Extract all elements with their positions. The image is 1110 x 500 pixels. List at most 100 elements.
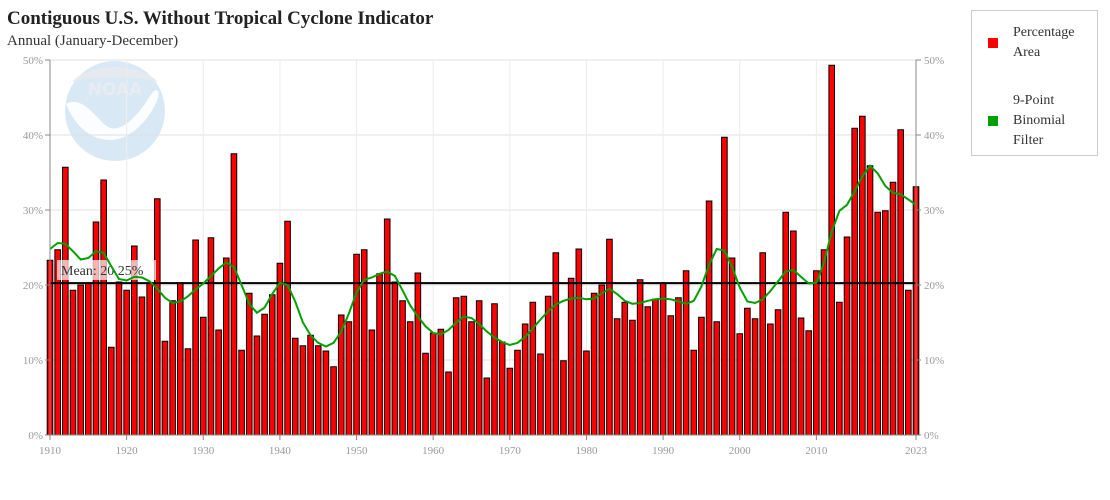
bar[interactable]	[874, 211, 881, 436]
bar[interactable]	[744, 307, 751, 436]
bar[interactable]	[690, 349, 698, 436]
bar[interactable]	[376, 273, 383, 436]
bar[interactable]	[797, 317, 805, 436]
bar[interactable]	[820, 249, 828, 436]
bar[interactable]	[222, 257, 230, 436]
bar[interactable]	[238, 349, 245, 436]
bar[interactable]	[184, 348, 192, 436]
bar[interactable]	[176, 282, 184, 436]
bar[interactable]	[813, 270, 820, 436]
bar[interactable]	[138, 296, 146, 436]
bar[interactable]	[307, 334, 314, 436]
bar[interactable]	[69, 289, 77, 436]
bar[interactable]	[360, 249, 368, 436]
bar[interactable]	[790, 230, 797, 436]
bar[interactable]	[767, 323, 774, 436]
bar[interactable]	[452, 297, 460, 436]
bar[interactable]	[77, 284, 84, 436]
bar[interactable]	[322, 350, 330, 436]
bar[interactable]	[284, 220, 291, 436]
bar[interactable]	[682, 270, 690, 436]
bar[interactable]	[621, 301, 629, 436]
bar[interactable]	[889, 181, 897, 436]
bar[interactable]	[199, 316, 207, 436]
bar[interactable]	[391, 281, 399, 436]
bar[interactable]	[805, 330, 813, 436]
bar[interactable]	[567, 277, 575, 436]
bar[interactable]	[437, 328, 445, 436]
bar[interactable]	[123, 289, 130, 436]
bar[interactable]	[859, 115, 866, 436]
bar[interactable]	[215, 329, 222, 436]
bar[interactable]	[583, 350, 590, 436]
bar[interactable]	[544, 295, 552, 436]
bar[interactable]	[291, 337, 299, 436]
bar[interactable]	[406, 321, 414, 436]
bar[interactable]	[345, 321, 353, 436]
bar[interactable]	[414, 272, 422, 436]
bar[interactable]	[537, 353, 544, 436]
bar[interactable]	[606, 238, 613, 436]
legend-item-binomial-filter[interactable]: 9-Point Binomial Filter	[988, 91, 1093, 151]
bar[interactable]	[153, 198, 161, 436]
bar[interactable]	[100, 179, 107, 436]
bar[interactable]	[353, 253, 360, 436]
bar[interactable]	[383, 218, 391, 436]
bar[interactable]	[268, 294, 276, 436]
bar[interactable]	[514, 349, 521, 436]
bar[interactable]	[728, 257, 736, 436]
bar[interactable]	[843, 236, 851, 436]
bar[interactable]	[207, 237, 215, 436]
bar[interactable]	[245, 292, 253, 436]
bar[interactable]	[475, 300, 483, 436]
bar[interactable]	[253, 335, 261, 436]
bar[interactable]	[521, 323, 529, 436]
bar[interactable]	[529, 301, 537, 436]
bar[interactable]	[491, 303, 498, 436]
bar[interactable]	[590, 292, 598, 436]
legend-item-percentage-area[interactable]: Percentage Area	[988, 23, 1093, 63]
bar[interactable]	[368, 329, 376, 436]
bar[interactable]	[866, 165, 874, 436]
bar[interactable]	[261, 313, 268, 436]
bar[interactable]	[828, 64, 835, 436]
bar[interactable]	[698, 316, 705, 436]
bar[interactable]	[299, 345, 307, 436]
bar[interactable]	[314, 345, 322, 436]
bar[interactable]	[483, 377, 491, 436]
bar[interactable]	[759, 252, 767, 436]
bar[interactable]	[575, 248, 583, 436]
bar[interactable]	[230, 153, 238, 436]
bar[interactable]	[192, 239, 199, 436]
bar[interactable]	[736, 333, 744, 436]
bar[interactable]	[399, 300, 406, 436]
bar[interactable]	[774, 309, 782, 436]
bar[interactable]	[905, 289, 912, 436]
bar[interactable]	[62, 166, 69, 436]
bar[interactable]	[644, 306, 652, 436]
bar[interactable]	[498, 341, 506, 436]
bar[interactable]	[422, 352, 429, 436]
bar[interactable]	[629, 319, 636, 436]
bar[interactable]	[85, 282, 92, 436]
bar[interactable]	[659, 282, 667, 436]
bar[interactable]	[675, 297, 682, 436]
bar[interactable]	[713, 321, 721, 436]
bar[interactable]	[276, 262, 284, 436]
bar[interactable]	[552, 252, 560, 436]
bar[interactable]	[169, 300, 176, 436]
bar[interactable]	[751, 318, 759, 436]
bar[interactable]	[705, 200, 713, 436]
bar[interactable]	[108, 346, 115, 436]
bar[interactable]	[506, 367, 514, 436]
bar[interactable]	[146, 282, 153, 436]
bar[interactable]	[161, 340, 169, 436]
bar[interactable]	[667, 315, 675, 436]
bar[interactable]	[445, 371, 452, 436]
bar[interactable]	[721, 136, 728, 436]
bar[interactable]	[613, 318, 621, 436]
bar[interactable]	[560, 360, 567, 436]
bar[interactable]	[836, 301, 843, 436]
bar[interactable]	[851, 127, 858, 436]
bar[interactable]	[429, 332, 437, 436]
